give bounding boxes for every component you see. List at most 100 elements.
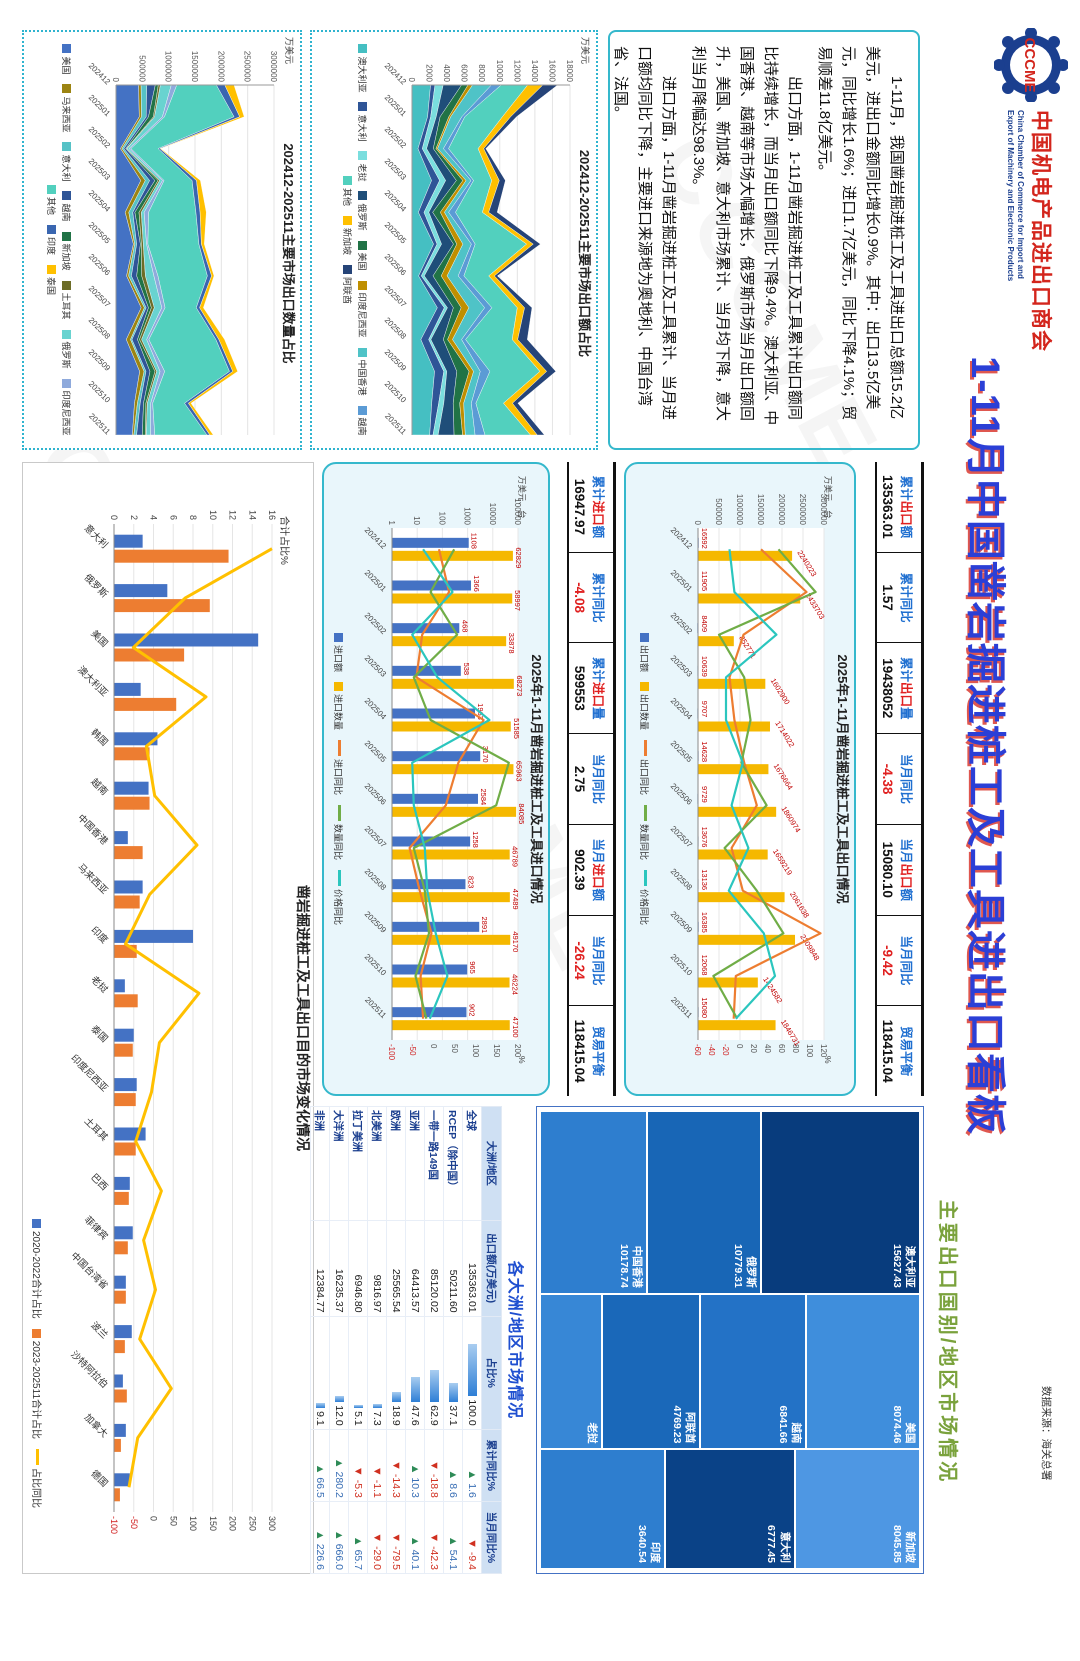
- svg-text:16: 16: [267, 510, 277, 520]
- svg-text:1366: 1366: [472, 575, 481, 592]
- svg-text:0: 0: [407, 78, 416, 83]
- svg-text:2: 2: [129, 515, 139, 520]
- export-value: 64413.57: [405, 1220, 425, 1317]
- svg-text:538: 538: [462, 663, 471, 676]
- bar-进口数量: [392, 892, 511, 903]
- export-value: 9816.97: [367, 1220, 387, 1317]
- bar-2020-2022合计占比: [114, 1325, 132, 1339]
- bar-2023-202511合计占比: [114, 846, 143, 860]
- kpi-value: 118415.04: [572, 1019, 587, 1083]
- svg-text:150: 150: [208, 1516, 218, 1531]
- region-name: 全球: [462, 1106, 482, 1221]
- month-yoy: ▲ 40.1: [405, 1501, 425, 1574]
- svg-text:202508: 202508: [383, 316, 409, 342]
- bar-2023-202511合计占比: [114, 599, 210, 613]
- bar-进口数量: [392, 1020, 511, 1031]
- kpi-value: -4.08: [572, 582, 587, 613]
- svg-text:中国香港: 中国香港: [75, 812, 111, 848]
- bar-进口数量: [392, 678, 515, 689]
- bar-2020-2022合计占比: [114, 732, 158, 746]
- svg-text:202502: 202502: [383, 125, 409, 151]
- summary-paragraph-2: 出口方面，1-11月凿岩掘进桩工及工具累计出口额同比持续增长，而当月出口额同比下…: [690, 46, 803, 426]
- table-header: 当月同比%: [481, 1501, 502, 1574]
- svg-text:%: %: [823, 1056, 833, 1064]
- kpi-label: 累计出口额: [899, 475, 913, 539]
- legend-item: 出口同比: [638, 739, 651, 795]
- svg-text:58997: 58997: [514, 590, 523, 611]
- svg-text:902: 902: [468, 1004, 477, 1017]
- svg-text:202412: 202412: [87, 61, 113, 87]
- svg-text:1000: 1000: [463, 507, 472, 525]
- bar-进口额: [392, 921, 480, 932]
- bar-2023-202511合计占比: [114, 1340, 126, 1354]
- svg-text:1258: 1258: [472, 831, 481, 848]
- bar-2023-202511合计占比: [114, 1389, 128, 1403]
- bar-进口额: [392, 665, 462, 676]
- axis-unit-label: 万美元: [580, 37, 590, 65]
- share-pct: 47.6: [405, 1316, 425, 1430]
- month-yoy: ▼ -29.0: [367, 1501, 387, 1574]
- kpi-cell: 当月同比 -26.24: [569, 915, 613, 1007]
- bar-进口额: [392, 879, 466, 890]
- legend-item: 数量同比: [638, 805, 651, 860]
- bar-出口数量: [698, 593, 801, 604]
- bar-2020-2022合计占比: [114, 929, 194, 943]
- export-value: 25565.54: [386, 1220, 406, 1317]
- legend-item: 数量同比: [332, 805, 345, 860]
- table-row: 大洋洲 16235.37 12.0 ▲ 280.2 ▲ 666.0: [329, 1106, 349, 1574]
- svg-text:土耳其: 土耳其: [82, 1115, 111, 1144]
- legend-item: 进口额: [332, 632, 345, 672]
- svg-text:10639: 10639: [700, 656, 709, 677]
- svg-text:202506: 202506: [363, 782, 389, 808]
- svg-text:0: 0: [429, 1044, 438, 1049]
- bar-进口额: [392, 580, 472, 591]
- table-row: 欧洲 25565.54 18.9 ▼ -14.3 ▼ -79.5: [386, 1106, 406, 1574]
- legend-item: 进口数量: [332, 681, 345, 730]
- svg-text:202509: 202509: [669, 910, 695, 936]
- svg-text:1000000: 1000000: [164, 51, 173, 83]
- bar-进口额: [392, 1007, 467, 1018]
- svg-text:1000000: 1000000: [735, 494, 744, 526]
- export-combo-box: 2025年1-11月凿岩掘进桩工及工具出口情况 0 500000 1000000 15…: [624, 462, 856, 1096]
- bar-2020-2022合计占比: [114, 1423, 127, 1437]
- bar-2023-202511合计占比: [114, 994, 138, 1008]
- svg-text:4: 4: [149, 515, 159, 520]
- svg-text:6: 6: [168, 515, 178, 520]
- bar-2023-202511合计占比: [114, 1191, 130, 1205]
- bar-出口数量: [698, 977, 759, 988]
- kpi-label: 累计进口量: [591, 657, 605, 720]
- bar-2023-202511合计占比: [114, 1093, 136, 1107]
- share-pct: 37.1: [443, 1316, 463, 1430]
- svg-text:16000: 16000: [548, 60, 557, 83]
- org-name-en: China Chamber of Commerce for Import and…: [1006, 110, 1025, 282]
- month-yoy: ▼ -9.4: [462, 1501, 482, 1574]
- svg-text:50: 50: [450, 1044, 459, 1053]
- month-yoy: ▼ -79.5: [386, 1501, 406, 1574]
- treemap-cell-label: 中国香港 10178.74: [617, 1244, 643, 1288]
- svg-text:韩国: 韩国: [89, 726, 111, 748]
- export-value: 16235.37: [329, 1220, 349, 1317]
- svg-text:200: 200: [228, 1516, 238, 1531]
- bar-出口数量: [698, 678, 766, 689]
- svg-text:202501: 202501: [87, 93, 113, 119]
- bar-2020-2022合计占比: [114, 781, 149, 795]
- bar-2023-202511合计占比: [114, 1438, 122, 1452]
- chart-title: 凿岩掘进桩工及工具出口目的市场变化情况: [295, 885, 311, 1151]
- table-row: 亚洲 64413.57 47.6 ▲ 10.3 ▲ 40.1: [405, 1106, 425, 1574]
- table-header: 累计同比%: [481, 1429, 502, 1502]
- treemap-cell-label: 意大利 6777.45: [765, 1525, 791, 1563]
- legend-item: 出口额: [638, 632, 651, 672]
- month-yoy: ▲ 666.0: [329, 1501, 349, 1574]
- svg-text:202508: 202508: [363, 867, 389, 893]
- svg-text:202504: 202504: [669, 696, 695, 722]
- kpi-label: 累计同比: [899, 572, 913, 623]
- logo-text: CCCME: [1021, 38, 1038, 93]
- svg-text:202506: 202506: [669, 782, 695, 808]
- svg-text:-60: -60: [693, 1044, 702, 1056]
- svg-text:823: 823: [467, 876, 476, 889]
- region-name: 亚洲: [405, 1106, 425, 1221]
- treemap-cell-label: 新加坡 8045.85: [890, 1525, 916, 1563]
- svg-text:波兰: 波兰: [89, 1319, 111, 1341]
- svg-text:100: 100: [438, 512, 447, 526]
